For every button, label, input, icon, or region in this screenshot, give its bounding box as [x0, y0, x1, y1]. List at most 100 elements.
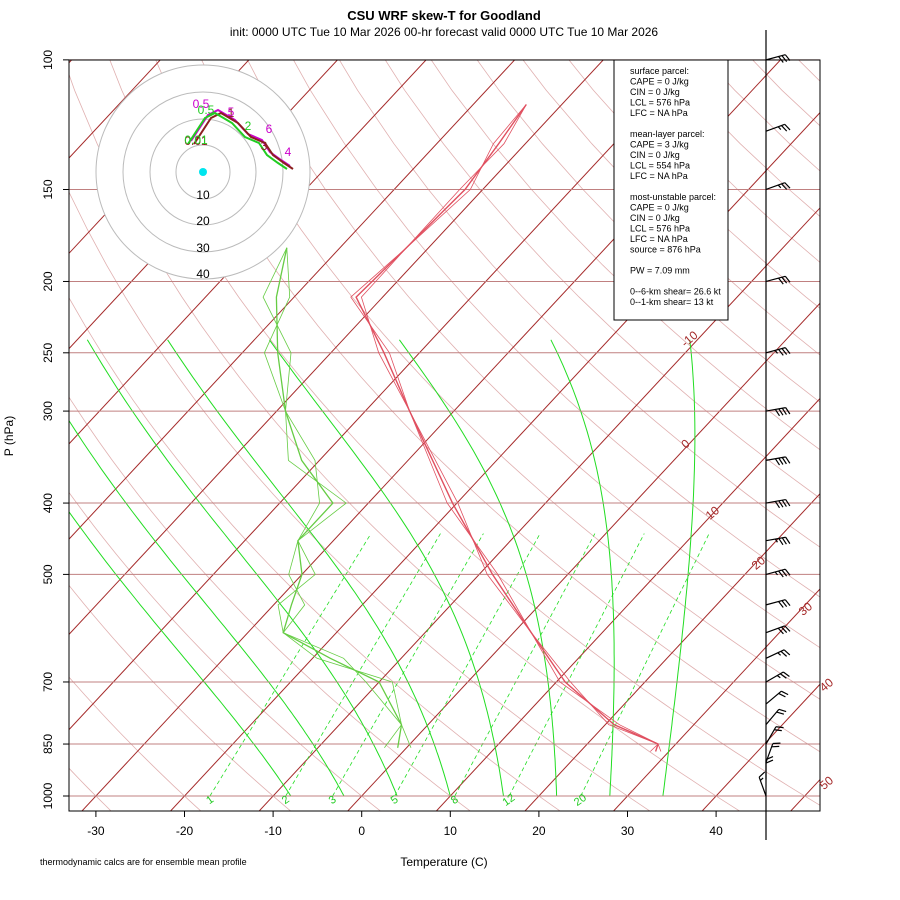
info-line: LCL = 554 hPa — [630, 161, 690, 171]
wind-barb-half-feather — [776, 674, 781, 679]
dewpoint-profile-line — [263, 247, 412, 748]
wind-barb-feather — [785, 407, 791, 415]
y-tick-label: 200 — [41, 271, 55, 291]
mixing-ratio-line — [394, 533, 541, 797]
wind-barb-feather — [778, 601, 784, 608]
isotherm — [69, 60, 427, 445]
mixing-ratio-label: 2 — [280, 794, 292, 807]
hodograph-trace — [187, 111, 288, 170]
isotherm — [435, 397, 820, 811]
isotherm — [347, 302, 820, 811]
info-line — [630, 276, 633, 286]
footnote: thermodynamic calcs are for ensemble mea… — [40, 857, 247, 867]
wind-barb-half-feather — [777, 126, 782, 130]
mixing-ratio-label: 20 — [572, 792, 589, 809]
info-line: CIN = 0 J/kg — [630, 150, 680, 160]
moist-adiabat — [398, 339, 558, 797]
wind-barb-feather — [778, 692, 786, 698]
hodograph-height-label: 2 — [245, 119, 252, 133]
wind-barb-feather — [779, 673, 787, 679]
wind-barb-feather — [781, 690, 789, 696]
mixing-ratio-label: 5 — [389, 794, 401, 807]
mixing-ratio-label: 12 — [501, 792, 518, 809]
wind-barb-feather — [781, 537, 787, 545]
wind-barb-feather — [781, 569, 788, 577]
info-line: surface parcel: — [630, 66, 689, 76]
hodograph-height-label: 0.5 — [198, 103, 215, 117]
dry-adiabat — [69, 767, 112, 811]
hodograph-ring-label: 40 — [196, 267, 210, 281]
y-tick-label: 1000 — [41, 782, 55, 809]
wind-barb-feather — [778, 277, 784, 285]
isotherm — [612, 588, 820, 811]
info-line: CAPE = 0 J/kg — [630, 203, 689, 213]
moist-adiabat — [86, 339, 398, 797]
info-line: source = 876 hPa — [630, 245, 701, 255]
x-tick-label: -20 — [176, 824, 194, 838]
temperature-axis: -30 -20 -10 0 10 20 30 40 — [87, 811, 723, 838]
hodograph-height-label: 4 — [285, 145, 292, 159]
wind-barb-feather — [774, 501, 781, 509]
hodograph-ring-label: 20 — [196, 214, 210, 228]
isotherm-label: -10 — [678, 328, 701, 350]
hodograph-storm-motion — [199, 168, 207, 176]
info-line: CAPE = 3 J/kg — [630, 140, 689, 150]
wind-barb-feather — [780, 650, 788, 657]
hodograph-height-label: 0.5 — [193, 97, 210, 111]
moist-adiabat — [69, 510, 292, 797]
info-line: 0--1-km shear= 13 kt — [630, 297, 714, 307]
wind-barbs — [758, 30, 791, 840]
wind-barb-half-feather — [774, 538, 778, 543]
y-tick-label: 700 — [41, 672, 55, 692]
hodograph-height-label: 1 — [228, 106, 235, 120]
info-line: LCL = 576 hPa — [630, 224, 690, 234]
wind-barb-feather — [785, 456, 791, 464]
hodograph-ring-label: 30 — [196, 241, 210, 255]
mixing-ratio-label: 3 — [327, 794, 339, 807]
mixing-ratio-label: 8 — [449, 794, 461, 807]
wind-barb-feather — [784, 182, 791, 189]
wind-barb-feather — [781, 183, 788, 190]
mixing-ratio-label: 1 — [204, 794, 216, 807]
wind-barb-feather — [774, 409, 781, 417]
wind-barb-feather — [775, 726, 784, 729]
dry-adiabat — [69, 491, 382, 811]
hodograph-ring-label: 10 — [196, 188, 210, 202]
y-tick-label: 400 — [41, 493, 55, 513]
wind-barb-feather — [778, 500, 784, 508]
wind-barb-feather — [778, 349, 784, 356]
wind-barb-feather — [781, 626, 788, 634]
info-line — [630, 182, 633, 192]
isotherm — [69, 60, 693, 731]
wind-barb-feather — [781, 600, 788, 607]
hodograph-ring — [149, 118, 257, 226]
dewpoint-profile-line — [262, 247, 402, 749]
wind-barb-feather — [778, 538, 784, 546]
isotherm — [524, 493, 820, 811]
wind-barb-feather — [784, 275, 791, 283]
temperature-profile-line — [350, 104, 659, 752]
wind-barb-feather — [781, 276, 788, 284]
mixing-ratio-line — [454, 533, 596, 797]
info-line — [630, 255, 633, 265]
chart-title: CSU WRF skew-T for Goodland — [347, 8, 541, 23]
wind-barb-half-feather — [777, 184, 782, 189]
y-tick-label: 300 — [41, 401, 55, 421]
dry-adiabat — [338, 60, 820, 548]
wind-barb-feather — [784, 54, 791, 62]
info-line: CIN = 0 J/kg — [630, 213, 680, 223]
y-axis-label: P (hPa) — [2, 416, 16, 456]
y-tick-label: 500 — [41, 564, 55, 584]
isotherm-label: 20 — [749, 553, 768, 573]
x-axis-label: Temperature (C) — [400, 855, 487, 869]
info-box-text: surface parcel: CAPE = 0 J/kg CIN = 0 J/kg… — [630, 66, 721, 307]
wind-barb-feather — [778, 408, 784, 416]
hodograph-height-label: 0.01 — [184, 134, 208, 148]
wind-barb-half-feather — [774, 571, 779, 576]
hodograph-ring — [122, 91, 284, 253]
mixing-ratio-line — [332, 533, 484, 797]
wind-barb-feather — [781, 348, 788, 355]
mixing-ratio-line — [285, 533, 441, 797]
